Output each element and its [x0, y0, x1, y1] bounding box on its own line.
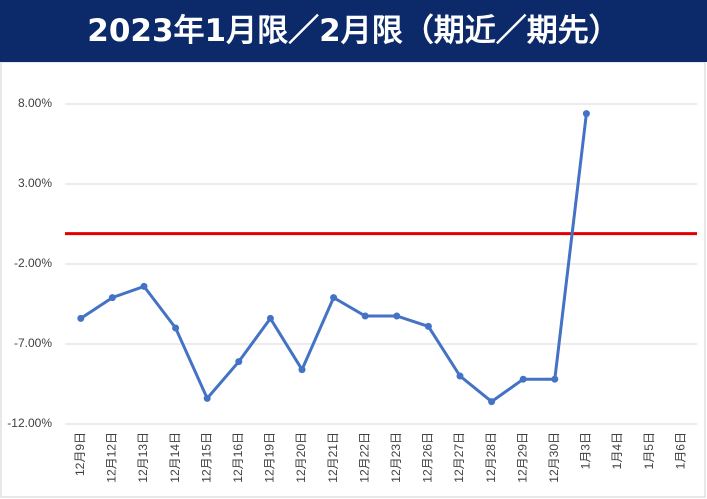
x-tick-label: 1月6日 [673, 432, 687, 469]
point [172, 324, 180, 332]
point [582, 110, 590, 118]
point [298, 366, 306, 374]
y-tick-label: 3.00% [18, 176, 52, 190]
x-tick-label: 1月5日 [642, 432, 656, 469]
x-tick-label: 12月19日 [263, 432, 277, 483]
point [393, 312, 401, 320]
chart-border [0, 61, 706, 498]
x-tick-label: 12月13日 [136, 432, 150, 483]
point [361, 312, 369, 320]
x-tick-label: 12月12日 [105, 432, 119, 483]
y-tick-label: -2.00% [14, 256, 52, 270]
x-tick-label: 1月3日 [579, 432, 593, 469]
x-tick-label: 12月28日 [484, 432, 498, 483]
point [330, 294, 338, 302]
point [140, 282, 148, 290]
point [77, 314, 85, 322]
y-tick-label: -7.00% [14, 336, 52, 350]
x-tick-label: 12月26日 [421, 432, 435, 483]
point [551, 375, 559, 383]
x-tick-label: 12月23日 [389, 432, 403, 483]
x-tick-label: 12月27日 [452, 432, 466, 483]
x-tick-label: 12月14日 [168, 432, 182, 483]
point [519, 375, 527, 383]
x-tick-label: 12月29日 [515, 432, 529, 483]
point [266, 314, 274, 322]
chart-title: 2023年1月限／2月限（期近／期先） [0, 0, 707, 62]
x-tick-label: 12月21日 [326, 432, 340, 483]
x-tick-label: 12月22日 [357, 432, 371, 483]
point [488, 398, 496, 406]
x-tick-label: 12月20日 [294, 432, 308, 483]
x-tick-label: 12月15日 [199, 432, 213, 483]
y-tick-label: 8.00% [18, 96, 52, 110]
x-tick-label: 1月4日 [610, 432, 624, 469]
x-tick-label: 12月9日 [73, 432, 87, 476]
point [203, 394, 211, 402]
point [235, 358, 243, 366]
y-tick-label: -12.00% [7, 416, 52, 430]
point [456, 372, 464, 380]
point [424, 322, 432, 330]
x-tick-label: 12月16日 [231, 432, 245, 483]
point [108, 294, 116, 302]
x-tick-label: 12月30日 [547, 432, 561, 483]
